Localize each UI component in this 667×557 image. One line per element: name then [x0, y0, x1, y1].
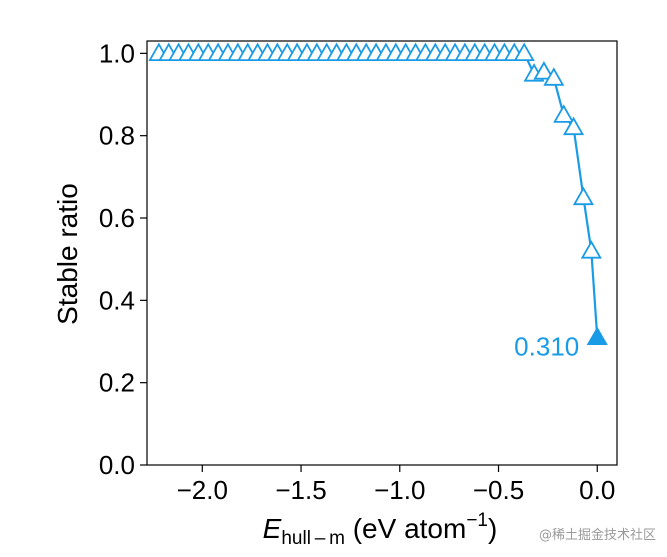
series-line	[158, 52, 599, 338]
data-point	[533, 61, 555, 80]
axes-frame	[146, 40, 618, 466]
data-point	[553, 104, 575, 123]
x-axis-label-superscript: −1	[466, 510, 488, 531]
y-axis-label: Stable ratio	[52, 183, 83, 325]
y-tick-label: 0.0	[99, 450, 135, 480]
data-point-filled	[586, 326, 608, 346]
data-point	[580, 240, 602, 259]
x-axis-label-units: (eV atom	[345, 513, 466, 544]
plot-area: −2.0 −1.5 −1.0 −0.5 0.0 0.0 0.2 0.4 0.6 0.8 1.0 0.3…	[99, 38, 618, 505]
y-tick-label: 0.6	[99, 203, 135, 233]
data-point	[543, 67, 565, 86]
y-tick-label: 1.0	[99, 38, 135, 68]
data-point	[563, 116, 585, 136]
x-axis-label-close: )	[488, 513, 497, 544]
annotation-label: 0.310	[514, 331, 579, 361]
data-point	[513, 42, 535, 61]
y-tick-label: 0.4	[99, 285, 135, 315]
y-tick-label: 0.2	[99, 368, 135, 398]
watermark-text: @稀土掘金技术社区	[539, 527, 656, 543]
x-axis-label-subscript: hull – m	[281, 528, 345, 549]
y-tick-label: 0.8	[99, 121, 135, 151]
x-tick-label: −1.5	[275, 475, 326, 505]
x-axis-label-main: E	[263, 513, 282, 544]
x-tick-label: −2.0	[177, 475, 228, 505]
data-point	[572, 186, 594, 206]
x-axis-label: Ehull – m (eV atom−1)	[263, 510, 498, 549]
x-tick-label: 0.0	[579, 475, 615, 505]
x-tick-label: −0.5	[473, 475, 524, 505]
x-tick-label: −1.0	[374, 475, 425, 505]
